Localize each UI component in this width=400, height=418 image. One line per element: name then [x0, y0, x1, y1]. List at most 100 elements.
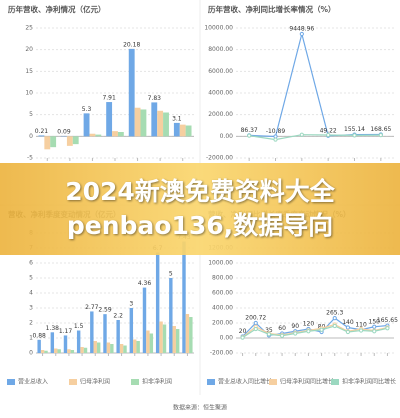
bar — [90, 311, 94, 353]
legend-label: 归母净利润同比增长 — [280, 378, 334, 386]
y-tick-label: 800.00 — [212, 275, 233, 282]
bar — [67, 349, 71, 353]
point — [293, 331, 298, 336]
value-label: 165.65 — [377, 317, 398, 324]
y-tick-label: 5 — [29, 111, 33, 118]
bar — [63, 335, 68, 353]
bar — [57, 349, 61, 353]
bar — [40, 350, 45, 353]
banner-line: penbao136,数据导向 — [66, 211, 334, 240]
line — [249, 134, 381, 141]
legend-swatch — [331, 379, 339, 385]
bar — [110, 344, 114, 353]
value-label: 35 — [265, 327, 273, 334]
point — [345, 329, 351, 335]
legend-label: 营业总收入同比增长 — [218, 378, 272, 386]
bar — [129, 308, 134, 353]
bar — [44, 350, 48, 353]
bar — [123, 345, 127, 353]
banner-line: 2024新澳免费资料大全 — [65, 177, 335, 206]
value-label: 4.36 — [138, 280, 152, 287]
y-tick-label: 0.00 — [220, 335, 234, 342]
bar — [142, 287, 147, 353]
value-label: 7.91 — [102, 95, 116, 102]
bar — [169, 278, 173, 353]
y-tick-label: 3 — [29, 305, 33, 312]
bar — [179, 124, 186, 137]
point — [372, 324, 377, 329]
bar — [83, 347, 88, 353]
bar — [157, 110, 164, 137]
bar — [54, 348, 58, 353]
bar — [151, 102, 158, 137]
value-label: 265.3 — [326, 310, 343, 317]
bar — [140, 109, 147, 137]
point — [319, 327, 324, 332]
point — [299, 132, 304, 137]
value-label: 2.59 — [98, 307, 112, 314]
value-label: 86.37 — [241, 127, 258, 134]
point — [332, 316, 337, 321]
point — [299, 31, 304, 37]
bar — [172, 326, 176, 353]
line — [249, 33, 381, 138]
value-label: 3 — [129, 301, 133, 308]
value-label: 20 — [239, 328, 247, 335]
value-label: 200.72 — [245, 314, 266, 321]
legend-label: 扣非净利润同比增长 — [342, 378, 396, 386]
value-label: 5 — [169, 271, 173, 278]
y-tick-label: 1 — [29, 335, 33, 342]
bar — [80, 347, 84, 353]
bar — [83, 113, 90, 137]
y-tick-label: 4 — [29, 290, 33, 297]
bar — [103, 314, 107, 353]
value-label: 3.1 — [172, 115, 182, 122]
bar — [50, 332, 55, 353]
bar — [96, 342, 101, 353]
value-label: 150 — [369, 318, 381, 325]
y-tick-label: 25 — [25, 25, 33, 32]
legend-swatch — [269, 379, 277, 385]
bar — [93, 341, 97, 353]
bar — [185, 125, 192, 137]
bar — [38, 135, 45, 137]
point — [385, 326, 390, 331]
value-label: 0.88 — [32, 332, 46, 339]
bar — [112, 131, 118, 137]
y-tick-label: -200.00 — [210, 350, 233, 357]
bar — [70, 350, 75, 353]
value-label: 5.3 — [82, 106, 92, 113]
bar — [76, 330, 81, 353]
value-label: 90 — [291, 323, 299, 330]
point — [306, 329, 311, 334]
value-label: 60 — [278, 325, 286, 332]
legend-swatch — [207, 379, 215, 385]
y-tick-label: 200.00 — [212, 320, 233, 327]
point — [279, 333, 285, 338]
point — [332, 323, 337, 329]
y-tick-label: 10 — [25, 90, 33, 97]
y-tick-label: 2000.00 — [208, 111, 233, 118]
chart-title: 历年营收、净利同比增长率情况（%） — [208, 4, 336, 14]
value-label: 1.38 — [46, 325, 60, 332]
value-label: 7.83 — [148, 95, 162, 102]
bar — [133, 339, 137, 353]
y-tick-label: 4000.00 — [208, 90, 233, 97]
y-tick-label: 20 — [25, 46, 33, 53]
value-label: 9448.96 — [289, 25, 314, 32]
point — [253, 320, 258, 326]
line — [242, 323, 388, 338]
y-tick-label: -2000.00 — [206, 155, 233, 162]
source: 数据来源：恒生聚源 — [173, 404, 227, 412]
bar — [185, 314, 190, 353]
value-label: 2.77 — [85, 304, 99, 311]
bar — [162, 324, 167, 353]
bar — [66, 136, 73, 146]
y-tick-label: 10000.00 — [204, 25, 233, 32]
value-label: 49.22 — [320, 127, 337, 134]
bar — [128, 48, 135, 137]
bar — [95, 134, 102, 137]
legend-swatch — [69, 379, 77, 385]
value-label: 1.5 — [74, 323, 84, 330]
chart-title: 历年营收、净利情况（亿元） — [8, 4, 106, 14]
